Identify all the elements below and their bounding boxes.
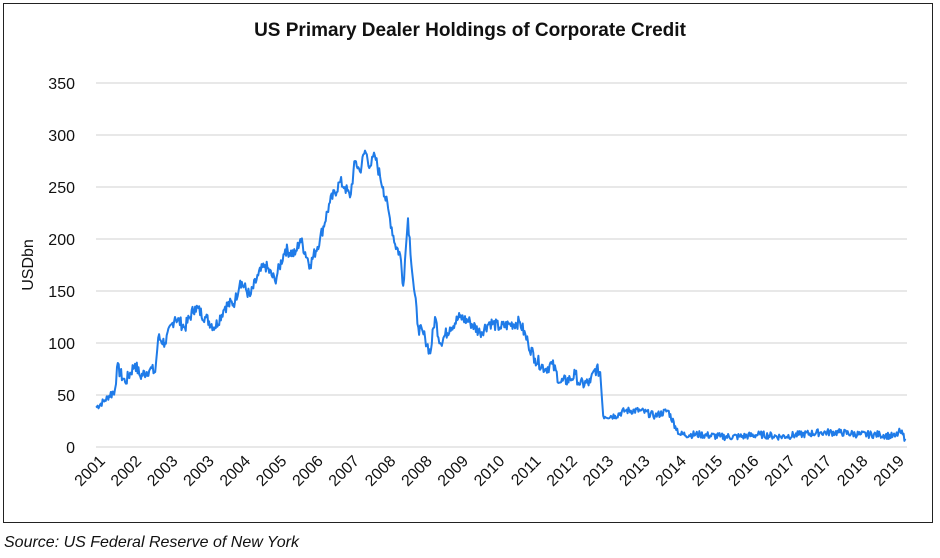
y-tick-label: 100 (48, 336, 75, 353)
x-tick-label: 2013 (580, 453, 617, 490)
y-tick-label: 350 (48, 76, 75, 93)
x-tick-label: 2008 (362, 453, 399, 490)
y-tick-label: 250 (48, 180, 75, 197)
x-tick-label: 2016 (725, 453, 762, 490)
x-tick-label: 2009 (435, 453, 472, 490)
x-tick-label: 2012 (544, 453, 581, 490)
x-tick-label: 2017 (798, 453, 835, 490)
source-note: Source: US Federal Reserve of New York (4, 534, 299, 551)
x-tick-label: 2010 (471, 453, 508, 490)
x-tick-label: 2008 (399, 453, 436, 490)
chart-frame (3, 3, 933, 523)
x-tick-label: 2002 (108, 453, 145, 490)
x-tick-label: 2004 (217, 453, 254, 490)
x-tick-label: 2015 (689, 453, 726, 490)
x-tick-label: 2007 (326, 453, 363, 490)
x-tick-label: 2005 (253, 453, 290, 490)
y-tick-label: 200 (48, 232, 75, 249)
y-tick-label: 300 (48, 128, 75, 145)
y-axis-label: USDbn (20, 239, 37, 291)
chart-title: US Primary Dealer Holdings of Corporate … (254, 20, 686, 41)
x-tick-label: 2006 (290, 453, 327, 490)
y-tick-label: 150 (48, 284, 75, 301)
x-tick-label: 2011 (508, 453, 544, 489)
x-tick-label: 2017 (762, 453, 799, 490)
x-tick-label: 2003 (144, 453, 181, 490)
y-tick-label: 0 (66, 440, 75, 457)
x-tick-label: 2001 (72, 453, 109, 490)
x-tick-label: 2013 (616, 453, 653, 490)
series-line (95, 149, 907, 442)
x-tick-label: 2003 (181, 453, 218, 490)
x-tick-label: 2014 (653, 453, 690, 490)
y-tick-label: 50 (57, 388, 75, 405)
x-tick-label: 2019 (871, 453, 908, 490)
x-tick-label: 2018 (834, 453, 871, 490)
